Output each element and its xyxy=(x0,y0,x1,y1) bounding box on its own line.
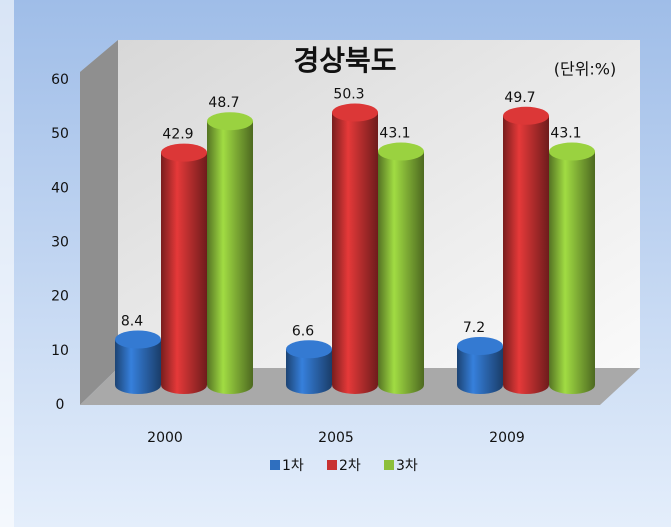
cylinder xyxy=(503,115,549,395)
legend-label: 2차 xyxy=(339,458,361,474)
legend: 1차 2차 3차 xyxy=(270,458,418,474)
left-edge xyxy=(0,0,14,527)
value-label: 49.7 xyxy=(504,90,535,106)
cylinder-top xyxy=(378,142,424,161)
y-tick-label: 40 xyxy=(51,180,69,196)
value-label: 6.6 xyxy=(292,323,314,339)
cylinder xyxy=(286,349,332,394)
y-tick-label: 60 xyxy=(51,72,69,88)
cylinder-top xyxy=(161,143,207,162)
y-tick-label: 50 xyxy=(51,126,69,142)
chart-title: 경상북도 xyxy=(293,44,396,77)
cylinder-top xyxy=(457,337,503,355)
y-tick-label: 0 xyxy=(56,397,65,413)
unit-annotation: (단위:%) xyxy=(554,60,617,79)
side-wall xyxy=(80,40,118,405)
cylinder-top xyxy=(549,142,595,161)
value-label: 8.4 xyxy=(121,314,143,330)
cylinder xyxy=(549,151,595,394)
cylinder-top xyxy=(207,112,253,131)
legend-label: 1차 xyxy=(282,458,304,474)
value-label: 7.2 xyxy=(463,320,485,336)
cylinder-top xyxy=(332,103,378,122)
y-tick-label: 10 xyxy=(51,343,69,359)
y-tick-label: 20 xyxy=(51,289,69,305)
value-label: 43.1 xyxy=(379,126,410,142)
cylinder-top xyxy=(286,340,332,359)
value-label: 43.1 xyxy=(550,126,581,142)
legend-label: 3차 xyxy=(396,458,418,474)
x-tick-label: 2009 xyxy=(489,430,525,446)
cylinder xyxy=(207,121,253,394)
value-label: 48.7 xyxy=(208,95,239,111)
x-tick-label: 2005 xyxy=(318,430,354,446)
cylinder-top xyxy=(115,330,161,349)
legend-swatch xyxy=(384,460,394,470)
legend-swatch xyxy=(327,460,337,470)
value-label: 50.3 xyxy=(333,87,364,103)
x-tick-label: 2000 xyxy=(147,430,183,446)
cylinder-top xyxy=(503,106,549,125)
cylinder xyxy=(115,339,161,394)
cylinder xyxy=(332,112,378,394)
cylinder xyxy=(378,151,424,394)
legend-swatch xyxy=(270,460,280,470)
y-tick-label: 30 xyxy=(51,235,69,251)
value-label: 42.9 xyxy=(162,127,193,143)
cylinder xyxy=(457,346,503,394)
cylinder xyxy=(161,152,207,394)
